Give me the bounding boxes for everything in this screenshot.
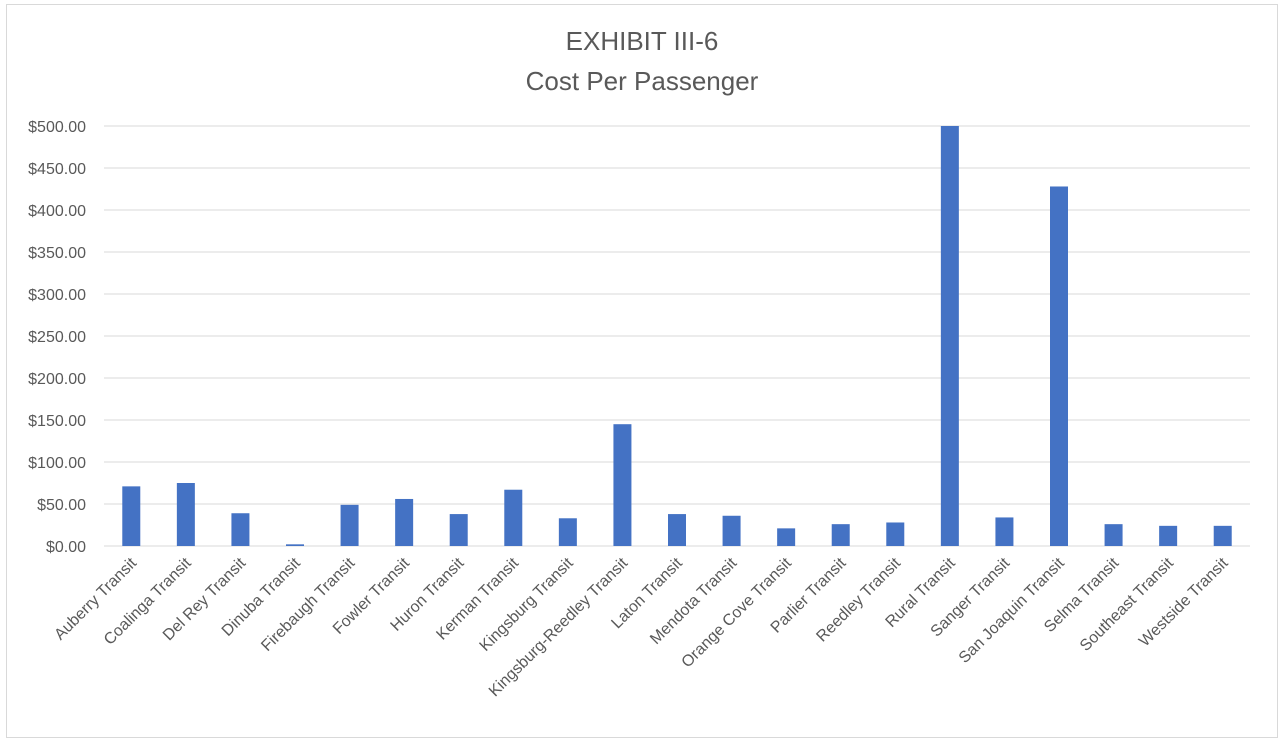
y-tick-label: $300.00 (28, 287, 86, 304)
bar (1050, 186, 1068, 547)
y-tick-label: $150.00 (28, 413, 86, 430)
gridlines (104, 125, 1250, 547)
bar (231, 513, 250, 546)
bar (886, 522, 905, 546)
x-tick-label: Southeast Transit (1077, 554, 1177, 654)
y-axis-ticks: $0.00 $50.00 $100.00 $150.00 $200.00 $250.00 $… (28, 119, 86, 556)
bar (504, 489, 523, 546)
bar (1213, 525, 1232, 546)
bar (831, 524, 850, 546)
bar (995, 517, 1014, 546)
bar (722, 515, 741, 546)
y-tick-label: $0.00 (46, 539, 86, 556)
bar (176, 483, 195, 546)
bar (395, 498, 414, 546)
bar (1159, 525, 1178, 546)
bar (613, 424, 632, 546)
bar (449, 514, 468, 546)
bar (1104, 524, 1123, 546)
x-tick-label: San Joaquin Transit (956, 554, 1068, 666)
bar (777, 528, 796, 546)
bar (122, 486, 141, 546)
chart-title: EXHIBIT III-6 (565, 26, 719, 56)
bar (558, 518, 577, 546)
bar (940, 126, 959, 546)
y-tick-label: $200.00 (28, 371, 86, 388)
y-tick-label: $250.00 (28, 329, 86, 346)
bar (668, 514, 686, 546)
x-tick-label: Kingsburg Transit (477, 554, 577, 654)
y-tick-label: $450.00 (28, 161, 86, 178)
y-tick-label: $50.00 (37, 497, 86, 514)
bar (286, 544, 304, 546)
bars (122, 126, 1232, 547)
y-tick-label: $400.00 (28, 203, 86, 220)
x-tick-label: Firebaugh Transit (258, 554, 358, 654)
y-tick-label: $500.00 (28, 119, 86, 136)
y-tick-label: $350.00 (28, 245, 86, 262)
chart-subtitle: Cost Per Passenger (525, 66, 759, 96)
x-tick-label: Orange Cove Transit (679, 554, 796, 671)
bar (340, 504, 359, 546)
y-tick-label: $100.00 (28, 455, 86, 472)
